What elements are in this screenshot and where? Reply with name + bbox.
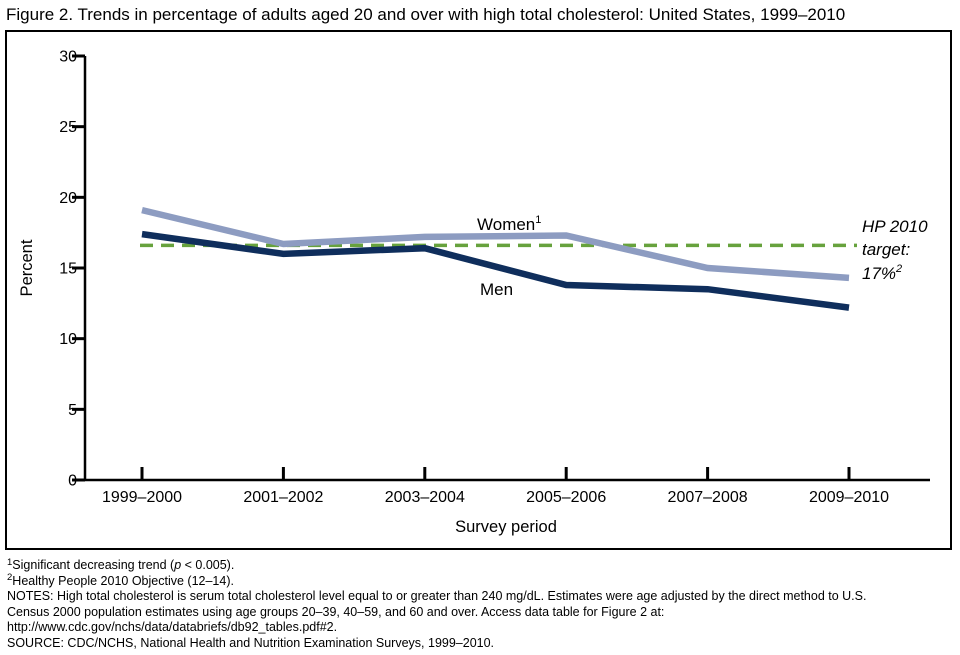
women-series-line [141,206,850,282]
y-tick-label: 15 [59,261,77,278]
notes-line-2: Census 2000 population estimates using a… [7,604,665,619]
y-tick-label: 20 [59,190,77,207]
y-tick-label: 10 [59,331,77,348]
x-axis-ticks: 1999–2000 2001–2002 2003–2004 2005–2006 2007… [102,467,889,506]
y-tick-label: 30 [59,49,77,66]
hp-target-label-line1: HP 2010 [862,217,928,236]
y-tick-label: 25 [59,119,77,136]
y-axis-ticks: 0 5 10 15 20 25 30 [59,49,85,490]
footnotes: 1Significant decreasing trend (p < 0.005… [7,558,957,652]
hp-target-label: HP 2010 target: 17%2 [862,217,928,283]
women-series-label: Women1 [477,214,541,234]
x-tick-label: 2005–2006 [526,489,606,506]
men-series-label: Men [480,280,513,299]
figure-title: Figure 2. Trends in percentage of adults… [6,5,846,24]
y-axis-title: Percent [18,239,36,296]
y-tick-label: 5 [68,402,77,419]
notes-line-1: NOTES: High total cholesterol is serum t… [7,589,867,604]
footnote-1: 1Significant decreasing trend (p < 0.005… [7,556,235,572]
x-tick-label: 2007–2008 [668,489,748,506]
hp-target-label-line2: target: [862,240,910,259]
y-tick-label: 0 [68,473,77,490]
footnote-1-superscript: 1 [7,556,13,568]
x-tick-label: 2001–2002 [243,489,323,506]
source-line: SOURCE: CDC/NCHS, National Health and Nu… [7,635,495,650]
x-axis-title: Survey period [455,518,557,536]
footnote-2-superscript: 2 [7,572,13,584]
data-table-url: http://www.cdc.gov/nchs/data/databriefs/… [7,620,338,635]
x-tick-label: 2009–2010 [809,489,889,506]
x-tick-label: 1999–2000 [102,489,182,506]
chart-frame [5,30,952,550]
men-series-line [141,230,850,311]
hp-target-label-line3: 17%2 [862,263,902,283]
footnote-2: 2Healthy People 2010 Objective (12–14). [7,572,234,588]
x-tick-label: 2003–2004 [385,489,465,506]
